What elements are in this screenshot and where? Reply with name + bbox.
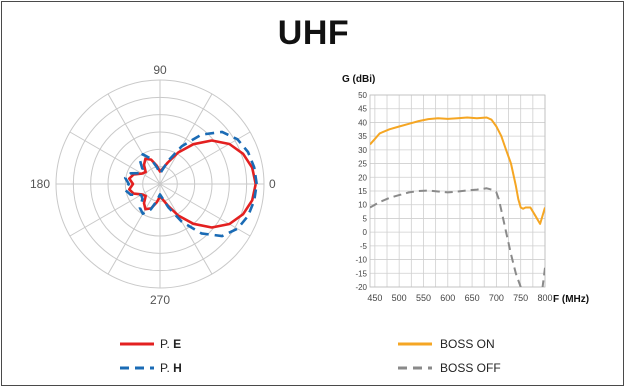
y-tick-label: 20 — [358, 173, 367, 182]
legend-swatch-ph — [120, 358, 156, 378]
series-boss-off — [370, 188, 545, 306]
legend-label-boss-off: BOSS OFF — [440, 361, 501, 375]
polar-label-0: 0 — [269, 177, 276, 191]
polar-chart: 90 270 180 0 — [30, 63, 276, 307]
line-chart: -20 -15 -10 -5 0 5 10 15 20 25 30 35 40 45 50 450 500 550… — [342, 74, 589, 306]
y-tick-label: -15 — [355, 269, 367, 278]
x-tick-label: 550 — [416, 293, 431, 303]
y-tick-label: 35 — [358, 132, 367, 141]
y-tick-label: 10 — [358, 201, 367, 210]
legend-label-ph: P. H — [160, 361, 182, 375]
y-axis-label: G (dBi) — [342, 74, 375, 85]
legend-label-pe: P. E — [160, 337, 181, 351]
y-tick-label: 50 — [358, 91, 367, 100]
x-axis-label: F (MHz) — [553, 294, 589, 305]
polar-spoke — [108, 184, 160, 274]
x-tick-label: 600 — [440, 293, 455, 303]
y-tick-label: -20 — [355, 283, 367, 292]
y-tick-label: 0 — [363, 228, 368, 237]
x-tick-label: 800 — [537, 293, 552, 303]
y-tick-label: -5 — [360, 242, 368, 251]
polar-spoke — [108, 94, 160, 184]
polar-label-180: 180 — [30, 177, 50, 191]
y-tick-label: 5 — [363, 214, 368, 223]
legend-prefix-ph: P. — [160, 361, 173, 375]
legend-swatch-boss-on — [398, 334, 434, 354]
legend-prefix-pe: P. — [160, 337, 173, 351]
legend-swatch-boss-off — [398, 358, 434, 378]
y-tick-label: 40 — [358, 118, 367, 127]
legend-swatch-pe — [120, 334, 156, 354]
x-tick-label: 450 — [367, 293, 382, 303]
series-boss-on — [370, 118, 545, 224]
polar-label-90: 90 — [153, 63, 167, 77]
polar-spoke — [160, 184, 212, 274]
x-tick-label: 650 — [465, 293, 480, 303]
x-tick-label: 700 — [489, 293, 504, 303]
legend-bold-pe: E — [173, 337, 181, 351]
polar-label-270: 270 — [150, 293, 170, 307]
x-tick-label: 750 — [513, 293, 528, 303]
y-tick-label: 30 — [358, 146, 367, 155]
legend-label-boss-on: BOSS ON — [440, 337, 495, 351]
x-tick-label: 500 — [392, 293, 407, 303]
y-tick-label: 15 — [358, 187, 367, 196]
y-tick-label: -10 — [355, 256, 367, 265]
y-tick-label: 25 — [358, 160, 367, 169]
y-tick-label: 45 — [358, 105, 367, 114]
legend-bold-ph: H — [173, 361, 182, 375]
polar-spoke — [160, 94, 212, 184]
